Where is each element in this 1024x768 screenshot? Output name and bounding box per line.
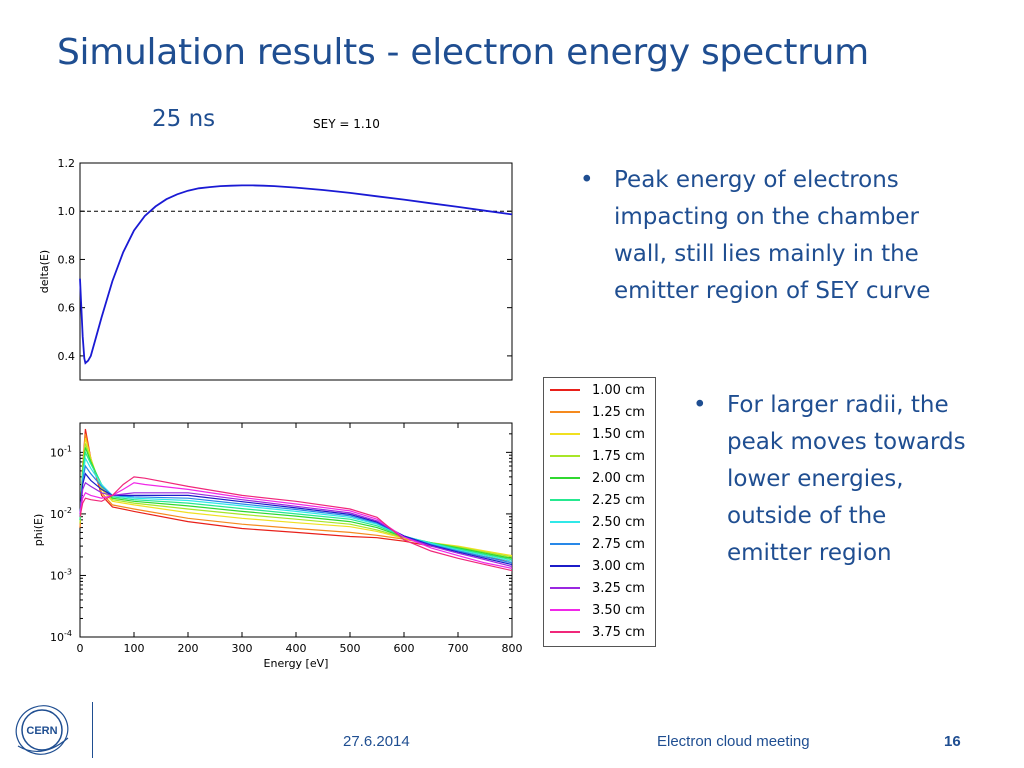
legend-item: 1.75 cm [550, 445, 645, 467]
y-tick-label: 10-2 [50, 506, 72, 521]
y-tick-label: 0.8 [58, 253, 76, 266]
footer-page-number: 16 [944, 733, 961, 750]
spectrum-series-line [79, 428, 513, 562]
spectrum-series-line [79, 450, 513, 561]
bullet-text: Peak energy of electrons impacting on th… [614, 167, 931, 304]
legend-item: 2.75 cm [550, 533, 645, 555]
spectrum-series-line [79, 482, 513, 569]
legend-item: 1.25 cm [550, 401, 645, 423]
bullet-text: For larger radii, the peak moves towards… [727, 392, 966, 566]
y-tick-label: 10-4 [50, 629, 72, 644]
legend-swatch [550, 389, 580, 391]
legend-swatch [550, 609, 580, 611]
legend-item: 3.00 cm [550, 555, 645, 577]
y-tick-label: 1.0 [58, 205, 76, 218]
logo-text: CERN [26, 725, 57, 737]
chart-legend: 1.00 cm 1.25 cm 1.50 cm 1.75 cm 2.00 cm 2.25 … [543, 377, 656, 647]
legend-label: 2.50 cm [592, 514, 645, 530]
cern-logo: CERN [15, 705, 69, 755]
bullet-peak-energy: • Peak energy of electrons impacting on … [580, 162, 974, 310]
legend-swatch [550, 433, 580, 435]
legend-label: 1.50 cm [592, 426, 645, 442]
top-plot-frame [79, 162, 513, 381]
logo-divider [92, 702, 93, 758]
legend-swatch [550, 521, 580, 523]
legend-swatch [550, 565, 580, 567]
x-tick-label: 800 [502, 642, 523, 655]
sey-series-line [79, 184, 513, 365]
legend-label: 3.75 cm [592, 624, 645, 640]
x-tick-label: 700 [448, 642, 469, 655]
legend-label: 1.75 cm [592, 448, 645, 464]
legend-item: 3.75 cm [550, 621, 645, 643]
x-tick-label: 300 [232, 642, 253, 655]
spectrum-series-line [79, 433, 513, 559]
legend-item: 2.00 cm [550, 467, 645, 489]
x-tick-label: 200 [178, 642, 199, 655]
y-tick-label: 10-1 [50, 444, 72, 459]
legend-label: 3.25 cm [592, 580, 645, 596]
spectrum-series-line [79, 481, 513, 568]
x-tick-label: 600 [394, 642, 415, 655]
x-tick-label: 500 [340, 642, 361, 655]
legend-item: 2.25 cm [550, 489, 645, 511]
legend-label: 2.75 cm [592, 536, 645, 552]
x-tick-label: 100 [124, 642, 145, 655]
spectrum-series-line [79, 456, 513, 562]
spectrum-series-line [79, 464, 513, 564]
legend-swatch [550, 631, 580, 633]
legend-item: 3.50 cm [550, 599, 645, 621]
bottom-plot-frame [79, 422, 513, 638]
legend-item: 3.25 cm [550, 577, 645, 599]
slide-title: Simulation results - electron energy spe… [57, 32, 869, 73]
spectrum-series-line [79, 438, 513, 557]
x-tick-label: 400 [286, 642, 307, 655]
legend-item: 1.00 cm [550, 379, 645, 401]
spectrum-series-line [79, 447, 513, 559]
footer-meeting: Electron cloud meeting [657, 733, 810, 750]
y-tick-label: 10-3 [50, 567, 72, 582]
spectrum-series-line [79, 443, 513, 558]
x-tick-label: 0 [77, 642, 84, 655]
y-tick-label: 0.4 [58, 350, 76, 363]
legend-swatch [550, 499, 580, 501]
legend-item: 2.50 cm [550, 511, 645, 533]
legend-swatch [550, 477, 580, 479]
legend-label: 2.00 cm [592, 470, 645, 486]
legend-label: 1.00 cm [592, 382, 645, 398]
y-tick-label: 1.2 [58, 157, 76, 170]
sey-label: SEY = 1.10 [313, 117, 380, 131]
y-axis-label: phi(E) [32, 514, 45, 547]
legend-label: 1.25 cm [592, 404, 645, 420]
spectrum-series-line [79, 476, 513, 572]
legend-swatch [550, 543, 580, 545]
legend-label: 3.50 cm [592, 602, 645, 618]
y-tick-label: 0.6 [58, 302, 76, 315]
footer-date: 27.6.2014 [343, 733, 410, 750]
bunch-spacing-label: 25 ns [152, 106, 216, 132]
y-axis-label: delta(E) [38, 250, 51, 293]
legend-item: 1.50 cm [550, 423, 645, 445]
bullet-larger-radii: • For larger radii, the peak moves towar… [693, 387, 967, 572]
spectrum-series-line [79, 472, 513, 566]
legend-label: 3.00 cm [592, 558, 645, 574]
legend-swatch [550, 411, 580, 413]
x-axis-label: Energy [eV] [264, 657, 329, 670]
legend-swatch [550, 587, 580, 589]
legend-swatch [550, 455, 580, 457]
legend-label: 2.25 cm [592, 492, 645, 508]
bullet-glyph: • [580, 167, 594, 193]
bullet-glyph: • [693, 392, 707, 418]
